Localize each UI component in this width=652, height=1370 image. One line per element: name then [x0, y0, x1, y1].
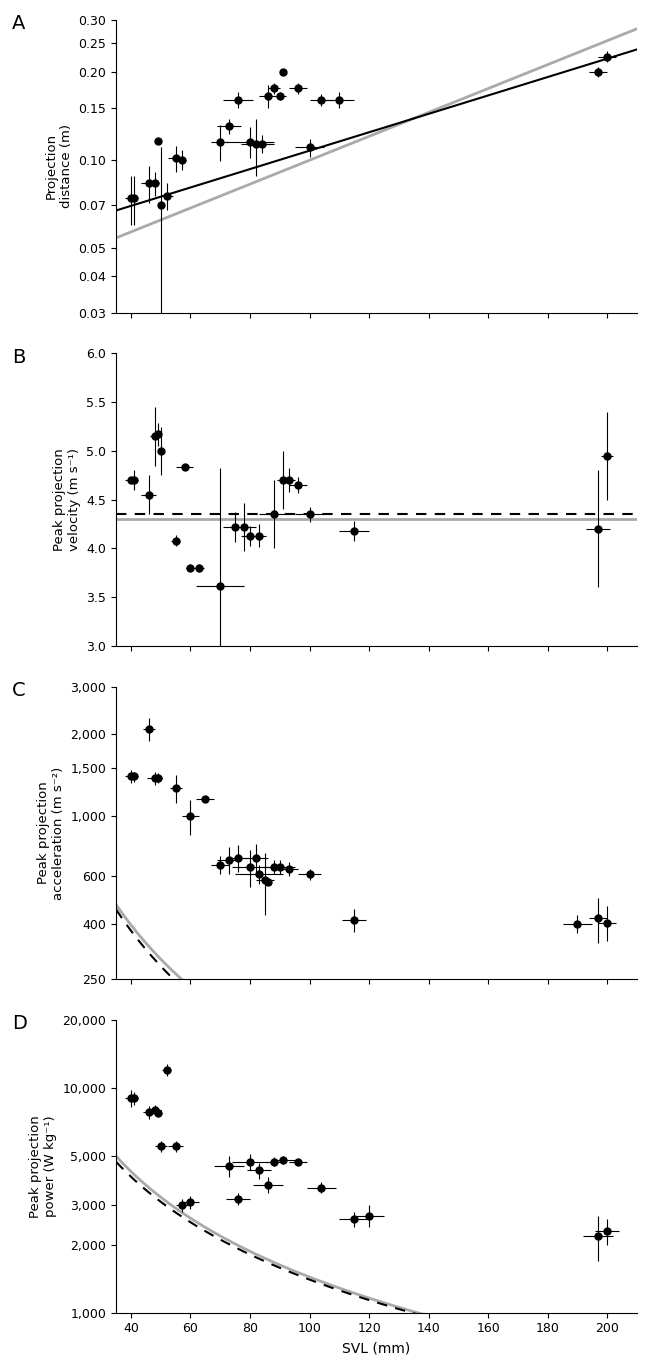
Text: C: C [12, 681, 25, 700]
Text: B: B [12, 348, 25, 367]
Y-axis label: Peak projection
velocity (m s⁻¹): Peak projection velocity (m s⁻¹) [53, 448, 81, 551]
Text: A: A [12, 14, 25, 33]
X-axis label: SVL (mm): SVL (mm) [342, 1341, 411, 1355]
Text: D: D [12, 1014, 27, 1033]
Y-axis label: Projection
distance (m): Projection distance (m) [45, 125, 73, 208]
Y-axis label: Peak projection
power (W kg⁻¹): Peak projection power (W kg⁻¹) [29, 1115, 57, 1218]
Y-axis label: Peak projection
acceleration (m s⁻²): Peak projection acceleration (m s⁻²) [37, 766, 65, 900]
